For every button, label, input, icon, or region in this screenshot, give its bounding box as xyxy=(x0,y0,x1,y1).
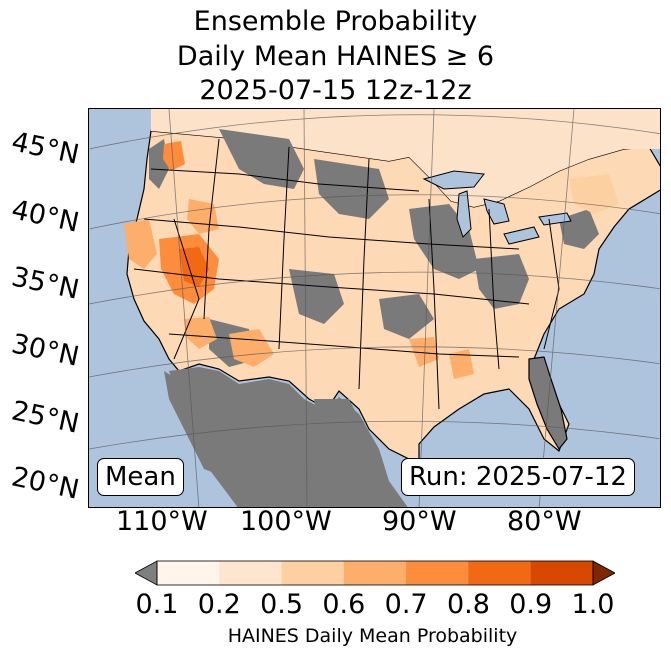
lat-label-30: 30°N xyxy=(8,328,82,373)
title-line-2: Daily Mean HAINES ≥ 6 xyxy=(176,41,495,72)
probability-map xyxy=(89,109,660,507)
lon-label-80: 80°W xyxy=(507,506,582,537)
mean-label: Mean xyxy=(97,458,184,496)
lat-label-45: 45°N xyxy=(8,126,82,171)
colorbar-tick-label: 0.1 xyxy=(135,589,179,620)
map-panel xyxy=(88,108,661,508)
great-lakes xyxy=(422,170,572,245)
baja-peninsula xyxy=(164,371,217,474)
colorbar-bin xyxy=(530,561,594,585)
colorbar-label: HAINES Daily Mean Probability xyxy=(227,625,518,647)
high-probability-areas xyxy=(124,141,619,379)
colorbar-bin xyxy=(157,561,220,585)
mexico-land xyxy=(169,367,408,507)
colorbar-bins xyxy=(157,561,594,585)
colorbar-bin xyxy=(343,561,407,585)
run-date-label: Run: 2025-07-12 xyxy=(401,458,635,496)
graticule xyxy=(89,109,660,507)
colorbar-bin xyxy=(219,561,283,585)
colorbar-bin xyxy=(468,561,532,585)
colorbar-tick-label: 1.0 xyxy=(571,589,615,620)
below-threshold-areas xyxy=(149,129,599,439)
colorbar-tick-label: 0.9 xyxy=(509,589,553,620)
colorbar-over-arrow xyxy=(592,560,615,586)
colorbar-tick-label: 0.7 xyxy=(384,589,428,620)
canada-land xyxy=(151,109,660,207)
title-line-3: 2025-07-15 12z-12z xyxy=(199,75,472,106)
colorbar-tick-label: 0.2 xyxy=(197,589,241,620)
colorbar-bin xyxy=(406,561,469,585)
colorbar-frame xyxy=(156,560,594,586)
lat-label-40: 40°N xyxy=(8,194,82,239)
colorbar-tick-label: 0.8 xyxy=(446,589,490,620)
lat-label-35: 35°N xyxy=(8,261,82,306)
lat-label-25: 25°N xyxy=(8,395,82,440)
state-borders xyxy=(133,138,560,410)
colorbar-tick-label: 0.5 xyxy=(260,589,304,620)
colorbar-tick-label: 0.6 xyxy=(322,589,366,620)
lon-label-110: 110°W xyxy=(116,506,208,537)
colorbar xyxy=(135,560,615,586)
colorbar-under-arrow xyxy=(135,560,158,586)
lat-label-20: 20°N xyxy=(8,461,82,506)
colorbar-bin xyxy=(281,561,345,585)
lon-label-90: 90°W xyxy=(382,506,457,537)
title-line-1: Ensemble Probability xyxy=(193,6,478,37)
lon-label-100: 100°W xyxy=(240,506,332,537)
